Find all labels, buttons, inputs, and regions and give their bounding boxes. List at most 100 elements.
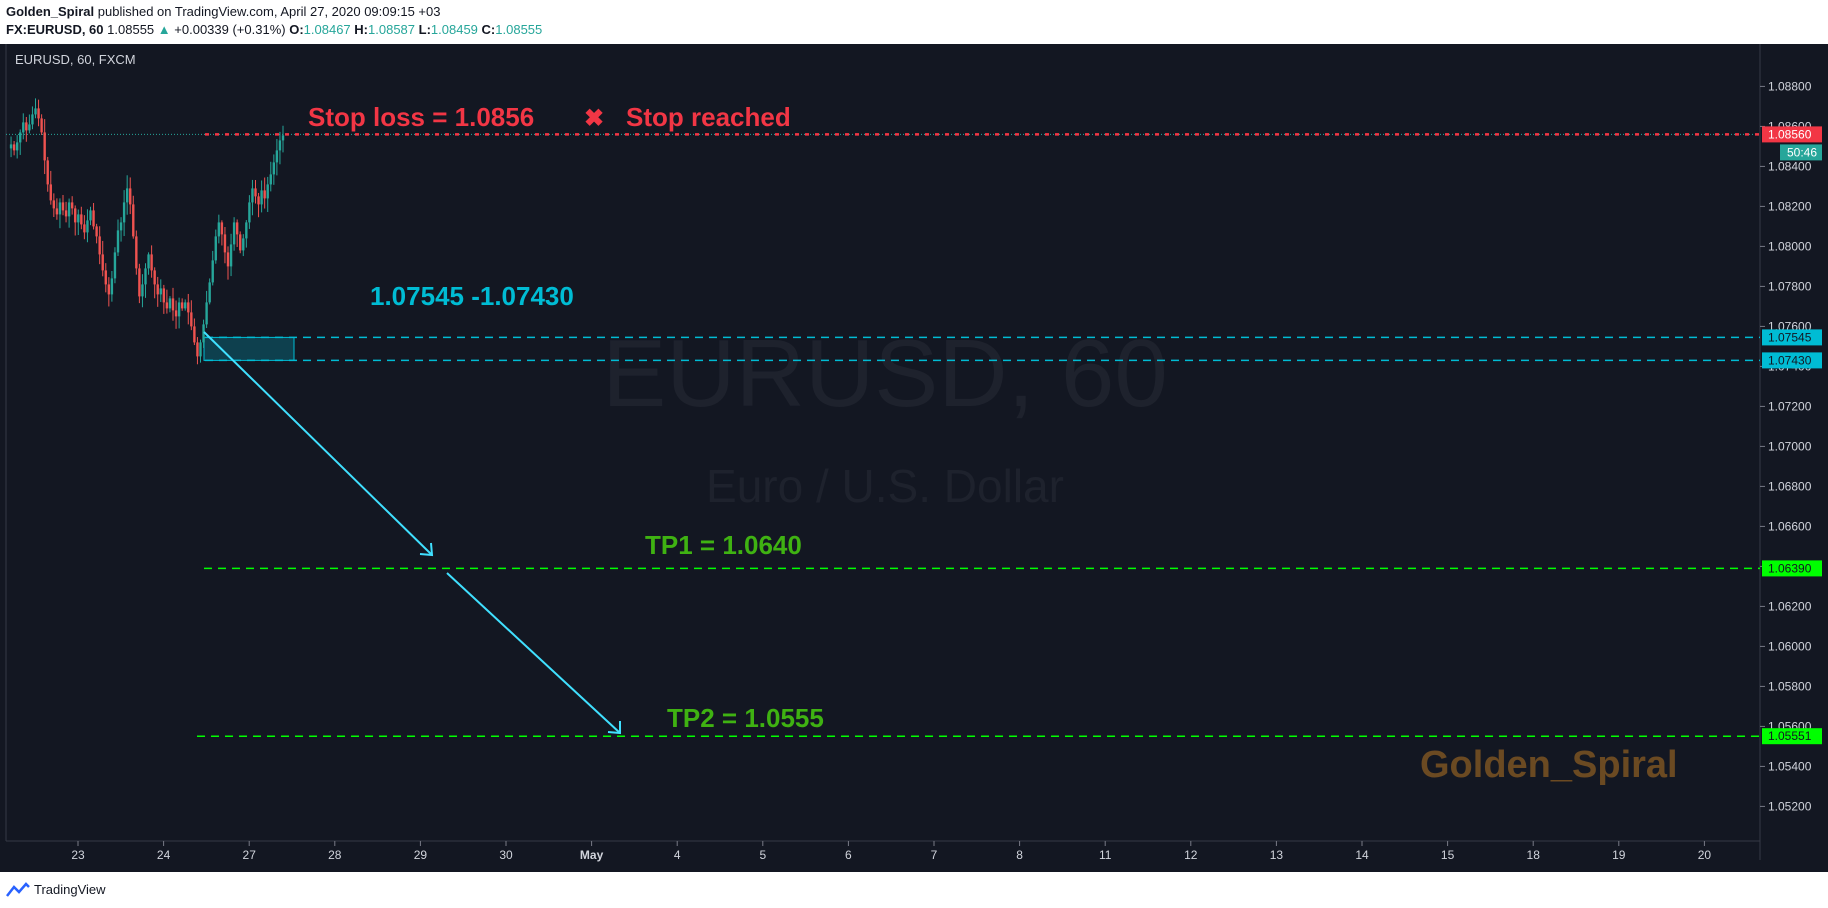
tradingview-logo-icon[interactable]	[6, 882, 30, 898]
ohlc-legend: FX:EURUSD, 60 1.08555 ▲ +0.00339 (+0.31%…	[6, 22, 542, 37]
price-tag-box	[1762, 352, 1822, 369]
x-tick-label: 11	[1099, 848, 1112, 862]
candle-body	[266, 184, 269, 199]
candle-body	[110, 278, 114, 295]
x-tick-label: 20	[1698, 848, 1712, 862]
candle-body	[208, 282, 211, 303]
tp2-label[interactable]: TP2 = 1.0555	[667, 703, 824, 733]
candle-body	[107, 284, 111, 295]
candle-body	[278, 140, 282, 151]
candle-body	[162, 288, 166, 303]
projection-arrow-1[interactable]	[203, 331, 433, 556]
price-tags: 1.08560 1.07545 1.07430 1.06390 1.05551 50:46	[1762, 126, 1822, 745]
candle-body	[31, 114, 34, 125]
x-tick-label: 5	[759, 848, 766, 862]
y-tick-label: 1.07800	[1768, 279, 1812, 293]
x-tick-label: 27	[243, 848, 257, 862]
candle-body	[116, 230, 120, 253]
projection-arrows[interactable]	[203, 331, 621, 735]
tp1-label[interactable]: TP1 = 1.0640	[645, 530, 802, 560]
change-arrow-icon: ▲	[157, 22, 171, 37]
arrow-head-1-icon	[419, 542, 434, 557]
x-tick-label: 29	[414, 848, 428, 862]
close-label: C:	[481, 22, 496, 37]
price-chart[interactable]: EURUSD, 60 Euro / U.S. Dollar EURUSD, 60…	[0, 44, 1828, 872]
candle-body	[95, 226, 98, 237]
symbol-label: FX:EURUSD, 60	[6, 22, 104, 37]
level-lines	[6, 133, 1760, 737]
candle-body	[98, 236, 101, 255]
zone-label[interactable]: 1.07545 -1.07430	[370, 281, 574, 311]
time-axis[interactable]: 23 24 27 28 29 30 May 4 5 6 7 8 11 12 13 14 15 18 19 20	[71, 841, 1711, 862]
price-tag-label: 1.06390	[1768, 561, 1812, 575]
price-tag-box	[1762, 126, 1822, 143]
candle-body	[153, 270, 156, 285]
candle-body	[232, 222, 236, 245]
stop-reached-label[interactable]: Stop reached	[626, 102, 791, 132]
candle-body	[269, 174, 272, 185]
price-tag-label: 1.07430	[1768, 353, 1812, 367]
candle-body	[113, 252, 117, 279]
open-value: 1.08467	[303, 22, 351, 37]
candle-body	[254, 188, 257, 197]
x-tick-label: 13	[1270, 848, 1284, 862]
y-tick-label: 1.05800	[1768, 679, 1812, 693]
stop-loss-label[interactable]: Stop loss = 1.0856	[308, 102, 534, 132]
last-price: 1.08555	[107, 22, 155, 37]
x-tick-label: 8	[1016, 848, 1023, 862]
candle-body	[80, 214, 83, 225]
candle-body	[223, 234, 227, 253]
candle-body	[226, 252, 230, 267]
candle-body	[104, 270, 107, 285]
candle-body	[61, 202, 65, 211]
y-tick-label: 1.06800	[1768, 479, 1812, 493]
author-watermark: Golden_Spiral	[1420, 744, 1678, 786]
x-tick-label: 30	[499, 848, 513, 862]
candle-body	[150, 254, 153, 271]
x-tick-label: 12	[1184, 848, 1198, 862]
x-tick-label: 28	[328, 848, 342, 862]
candle-body	[190, 312, 193, 327]
price-change: +0.00339 (+0.31%)	[174, 22, 286, 37]
price-tag-box	[1762, 560, 1822, 577]
symbol-watermark: EURUSD, 60	[602, 320, 1168, 427]
description-watermark: Euro / U.S. Dollar	[706, 460, 1064, 512]
price-tag-label: 1.08560	[1768, 127, 1812, 141]
candle-body	[101, 254, 104, 271]
candle-body	[77, 214, 80, 223]
publish-header: Golden_Spiral published on TradingView.c…	[0, 0, 1828, 44]
y-tick-label: 1.07000	[1768, 439, 1812, 453]
candle-body	[180, 302, 184, 309]
candle-body	[281, 135, 285, 141]
candle-body	[122, 202, 126, 223]
candle-body	[239, 234, 242, 251]
author-name[interactable]: Golden_Spiral	[6, 4, 95, 19]
projection-arrow-2[interactable]	[446, 572, 621, 734]
footer-brand[interactable]: TradingView	[34, 882, 106, 897]
candle-body	[193, 326, 196, 343]
candle-body	[165, 302, 169, 309]
publish-info: Golden_Spiral published on TradingView.c…	[6, 4, 440, 19]
candle-body	[52, 200, 56, 209]
candle-body	[12, 144, 16, 151]
candle-body	[135, 236, 138, 269]
candle-body	[177, 302, 181, 317]
y-tick-label: 1.05200	[1768, 799, 1812, 813]
price-tag-box	[1762, 728, 1822, 745]
candle-body	[211, 260, 214, 283]
candle-body	[263, 190, 266, 199]
y-tick-label: 1.08200	[1768, 199, 1812, 213]
price-tag-label: 1.05551	[1768, 729, 1812, 743]
candle-body	[58, 202, 62, 215]
x-tick-label: 23	[71, 848, 85, 862]
entry-zone-box[interactable]	[203, 336, 295, 361]
candle-body	[92, 210, 95, 227]
candle-body	[74, 208, 77, 223]
candle-body	[49, 184, 52, 201]
candle-body	[86, 220, 89, 233]
candle-body	[205, 302, 208, 325]
candle-body	[22, 122, 25, 133]
candle-body	[40, 118, 43, 133]
close-value: 1.08555	[495, 22, 543, 37]
candle-body	[245, 222, 248, 239]
